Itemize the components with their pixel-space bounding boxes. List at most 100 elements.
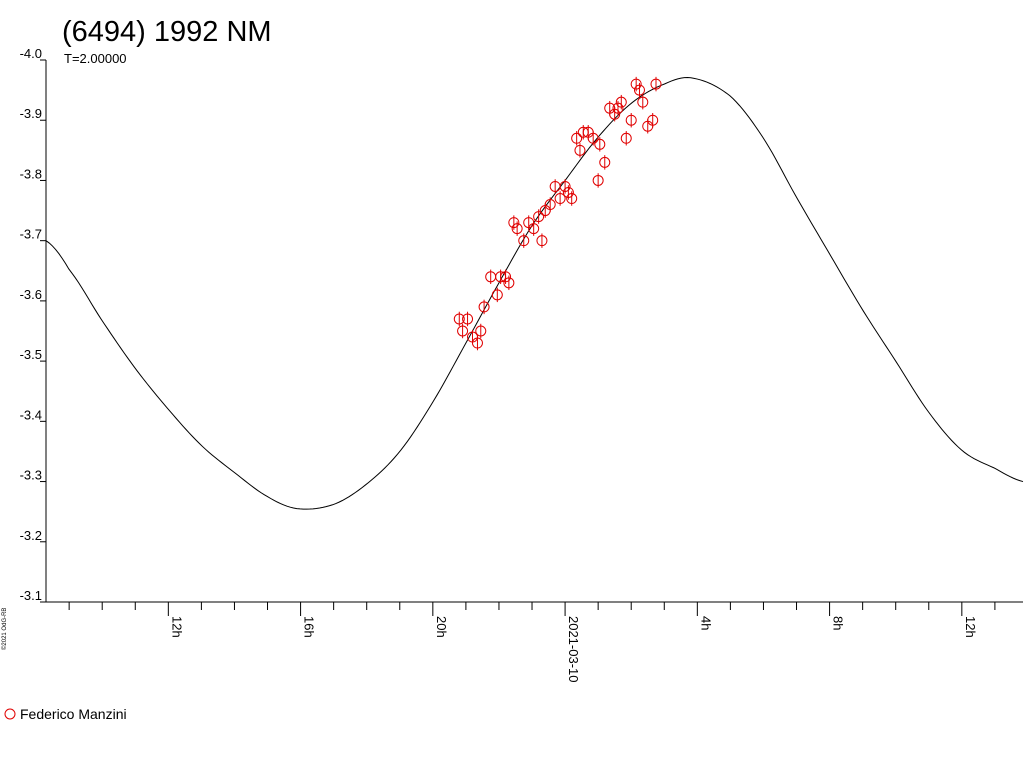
point-marker xyxy=(650,78,662,90)
point-marker xyxy=(559,180,571,192)
data-point xyxy=(491,287,503,303)
data-point xyxy=(566,191,578,206)
point-marker xyxy=(571,132,583,144)
data-point xyxy=(625,112,637,128)
data-point xyxy=(637,94,649,110)
point-marker xyxy=(612,102,624,114)
data-point xyxy=(620,131,632,146)
chart-title: (6494) 1992 NM xyxy=(62,16,272,48)
data-point xyxy=(615,94,627,110)
data-point xyxy=(528,221,540,236)
y-tick-label: -3.3 xyxy=(20,468,42,483)
y-axis: -4.0 -3.9 -3.8 -3.7 -3.6 -3.5 -3.4 -3.3 -3.2 -3.1 xyxy=(20,46,47,603)
y-tick-label: -3.7 xyxy=(20,227,42,242)
data-point xyxy=(471,335,483,351)
point-marker xyxy=(528,223,540,235)
point-marker xyxy=(503,277,515,289)
data-point xyxy=(462,311,474,327)
data-point xyxy=(594,137,606,152)
legend: Federico Manzini xyxy=(4,706,127,722)
data-point xyxy=(511,221,523,236)
data-point xyxy=(533,209,545,224)
x-tick-label: 16h xyxy=(302,616,317,638)
point-marker xyxy=(609,108,621,120)
data-point xyxy=(562,185,574,200)
y-tick-label: -3.9 xyxy=(20,106,42,121)
data-point xyxy=(630,76,642,92)
data-point xyxy=(544,197,556,212)
point-marker xyxy=(453,313,465,325)
point-marker xyxy=(615,96,627,108)
data-point xyxy=(536,233,548,248)
data-point xyxy=(453,311,465,327)
data-point xyxy=(457,323,469,339)
point-marker xyxy=(536,235,548,247)
data-point xyxy=(592,173,604,188)
copyright-credit: ©2021 OdG-RB xyxy=(1,608,8,650)
point-marker xyxy=(533,211,545,223)
chart-subtitle: T=2.00000 xyxy=(64,51,127,66)
data-point xyxy=(571,131,583,146)
data-point xyxy=(508,215,520,230)
data-point xyxy=(518,233,530,248)
point-marker xyxy=(475,325,487,337)
point-marker xyxy=(633,84,645,96)
x-tick-label: 8h xyxy=(831,616,846,630)
data-point xyxy=(587,131,599,146)
data-point xyxy=(554,191,566,206)
point-marker xyxy=(478,301,490,313)
x-axis: 12h 16h 20h 2021-03-10 4h 8h 12h xyxy=(46,601,1023,683)
y-tick-label: -4.0 xyxy=(20,46,42,61)
data-point xyxy=(609,106,621,122)
y-tick-label: -3.4 xyxy=(20,407,42,422)
data-point xyxy=(559,179,571,194)
data-point xyxy=(475,323,487,339)
point-marker xyxy=(599,156,611,168)
point-marker xyxy=(500,271,512,283)
y-tick-label: -3.1 xyxy=(20,588,42,603)
data-point xyxy=(599,155,611,170)
point-marker xyxy=(462,313,474,325)
observation-points-layer xyxy=(453,76,662,351)
data-point xyxy=(650,76,662,92)
point-marker xyxy=(491,289,503,301)
data-point xyxy=(500,269,512,285)
point-marker xyxy=(518,235,530,247)
point-marker xyxy=(625,114,637,126)
point-marker xyxy=(544,199,556,211)
point-marker xyxy=(592,174,604,186)
point-marker xyxy=(637,96,649,108)
point-marker xyxy=(457,325,469,337)
point-marker xyxy=(587,132,599,144)
legend-marker-icon xyxy=(4,708,16,720)
x-tick-label: 20h xyxy=(434,616,449,638)
x-tick-label: 12h xyxy=(963,616,978,638)
y-tick-label: -3.6 xyxy=(20,287,42,302)
y-tick-label: -3.2 xyxy=(20,528,42,543)
data-point xyxy=(549,179,561,194)
point-marker xyxy=(554,193,566,205)
data-point xyxy=(647,112,659,128)
x-tick-label: 4h xyxy=(698,616,713,630)
point-marker xyxy=(511,223,523,235)
data-point xyxy=(485,269,497,285)
point-marker xyxy=(562,186,574,198)
point-marker xyxy=(471,337,483,349)
data-point xyxy=(612,100,624,116)
point-marker xyxy=(647,114,659,126)
x-tick-label: 12h xyxy=(169,616,184,638)
x-tick-label: 2021-03-10 xyxy=(566,616,581,683)
point-marker xyxy=(620,132,632,144)
point-marker xyxy=(566,193,578,205)
legend-label: Federico Manzini xyxy=(20,706,127,722)
point-marker xyxy=(508,217,520,229)
point-marker xyxy=(594,138,606,150)
data-point xyxy=(478,299,490,315)
fit-curve-layer xyxy=(45,77,1024,510)
y-tick-label: -3.8 xyxy=(20,166,42,181)
y-tick-label: -3.5 xyxy=(20,347,42,362)
data-point xyxy=(503,275,515,291)
data-point xyxy=(633,82,645,98)
data-point xyxy=(574,143,586,158)
